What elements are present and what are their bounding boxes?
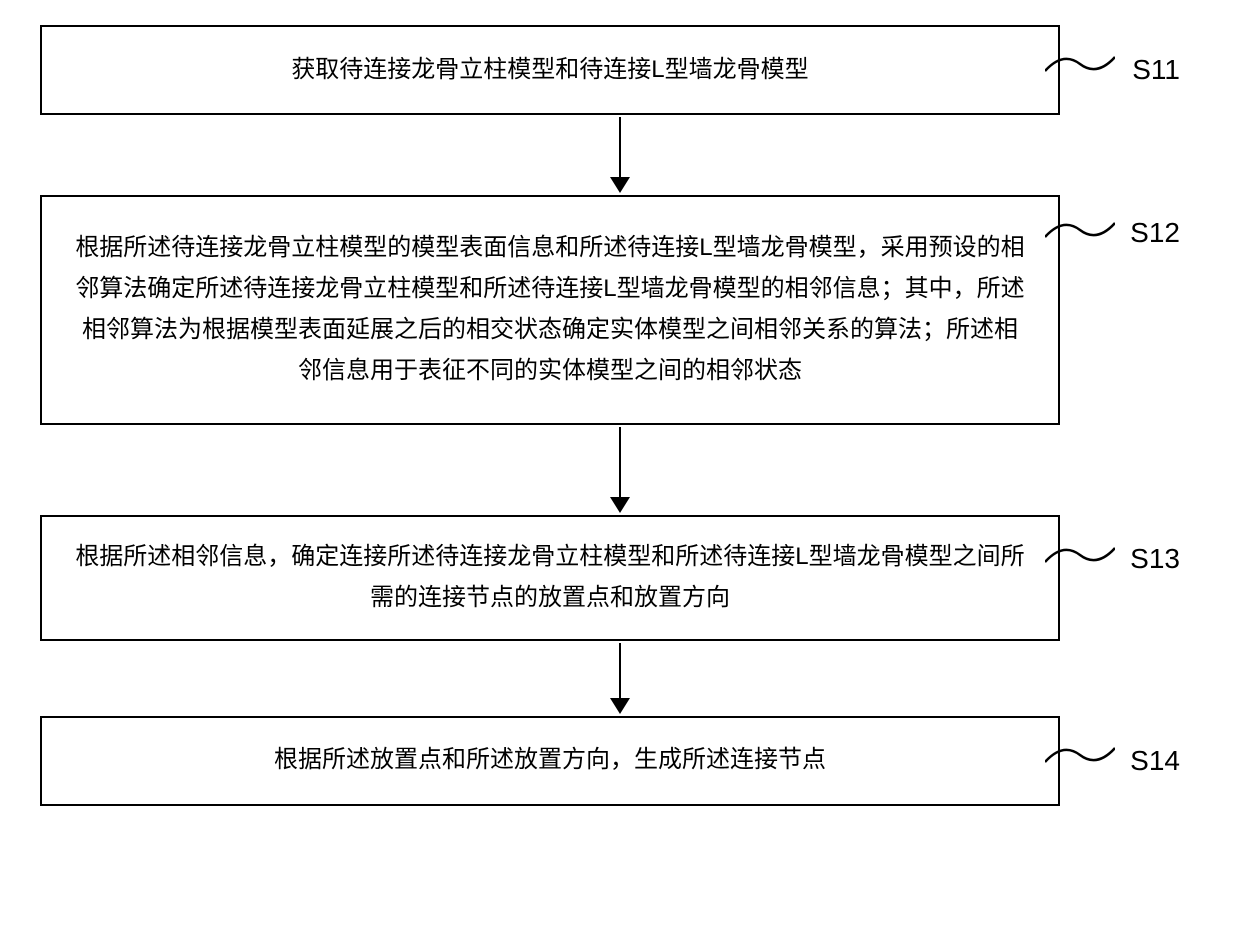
step-row-1: 获取待连接龙骨立柱模型和待连接L型墙龙骨模型 S11: [40, 25, 1200, 115]
step-box-3: 根据所述相邻信息，确定连接所述待连接龙骨立柱模型和所述待连接L型墙龙骨模型之间所…: [40, 515, 1060, 641]
step-label-1: S11: [1132, 54, 1180, 86]
arrow-head-1: [610, 177, 630, 193]
step-box-4: 根据所述放置点和所述放置方向，生成所述连接节点: [40, 716, 1060, 806]
flowchart-container: 获取待连接龙骨立柱模型和待连接L型墙龙骨模型 S11 根据所述待连接龙骨立柱模型…: [40, 25, 1200, 806]
arrow-head-2: [610, 497, 630, 513]
connector-tilde-3: [1045, 540, 1115, 570]
arrow-line-3: [619, 643, 621, 698]
step-row-2: 根据所述待连接龙骨立柱模型的模型表面信息和所述待连接L型墙龙骨模型，采用预设的相…: [40, 195, 1200, 425]
connector-tilde-4: [1045, 740, 1115, 770]
arrow-1: [610, 117, 630, 193]
step-text-4: 根据所述放置点和所述放置方向，生成所述连接节点: [274, 740, 826, 781]
step-label-3: S13: [1130, 543, 1180, 575]
arrow-3: [610, 643, 630, 714]
step-row-3: 根据所述相邻信息，确定连接所述待连接龙骨立柱模型和所述待连接L型墙龙骨模型之间所…: [40, 515, 1200, 641]
arrow-2: [610, 427, 630, 513]
step-label-4: S14: [1130, 745, 1180, 777]
connector-tilde-2: [1045, 215, 1115, 245]
arrow-head-3: [610, 698, 630, 714]
step-label-2: S12: [1130, 217, 1180, 249]
step-box-2: 根据所述待连接龙骨立柱模型的模型表面信息和所述待连接L型墙龙骨模型，采用预设的相…: [40, 195, 1060, 425]
step-text-1: 获取待连接龙骨立柱模型和待连接L型墙龙骨模型: [291, 50, 808, 91]
connector-tilde-1: [1045, 49, 1115, 79]
step-text-2: 根据所述待连接龙骨立柱模型的模型表面信息和所述待连接L型墙龙骨模型，采用预设的相…: [72, 228, 1028, 391]
step-text-3: 根据所述相邻信息，确定连接所述待连接龙骨立柱模型和所述待连接L型墙龙骨模型之间所…: [72, 537, 1028, 619]
arrow-line-1: [619, 117, 621, 177]
arrow-line-2: [619, 427, 621, 497]
step-box-1: 获取待连接龙骨立柱模型和待连接L型墙龙骨模型: [40, 25, 1060, 115]
step-row-4: 根据所述放置点和所述放置方向，生成所述连接节点 S14: [40, 716, 1200, 806]
